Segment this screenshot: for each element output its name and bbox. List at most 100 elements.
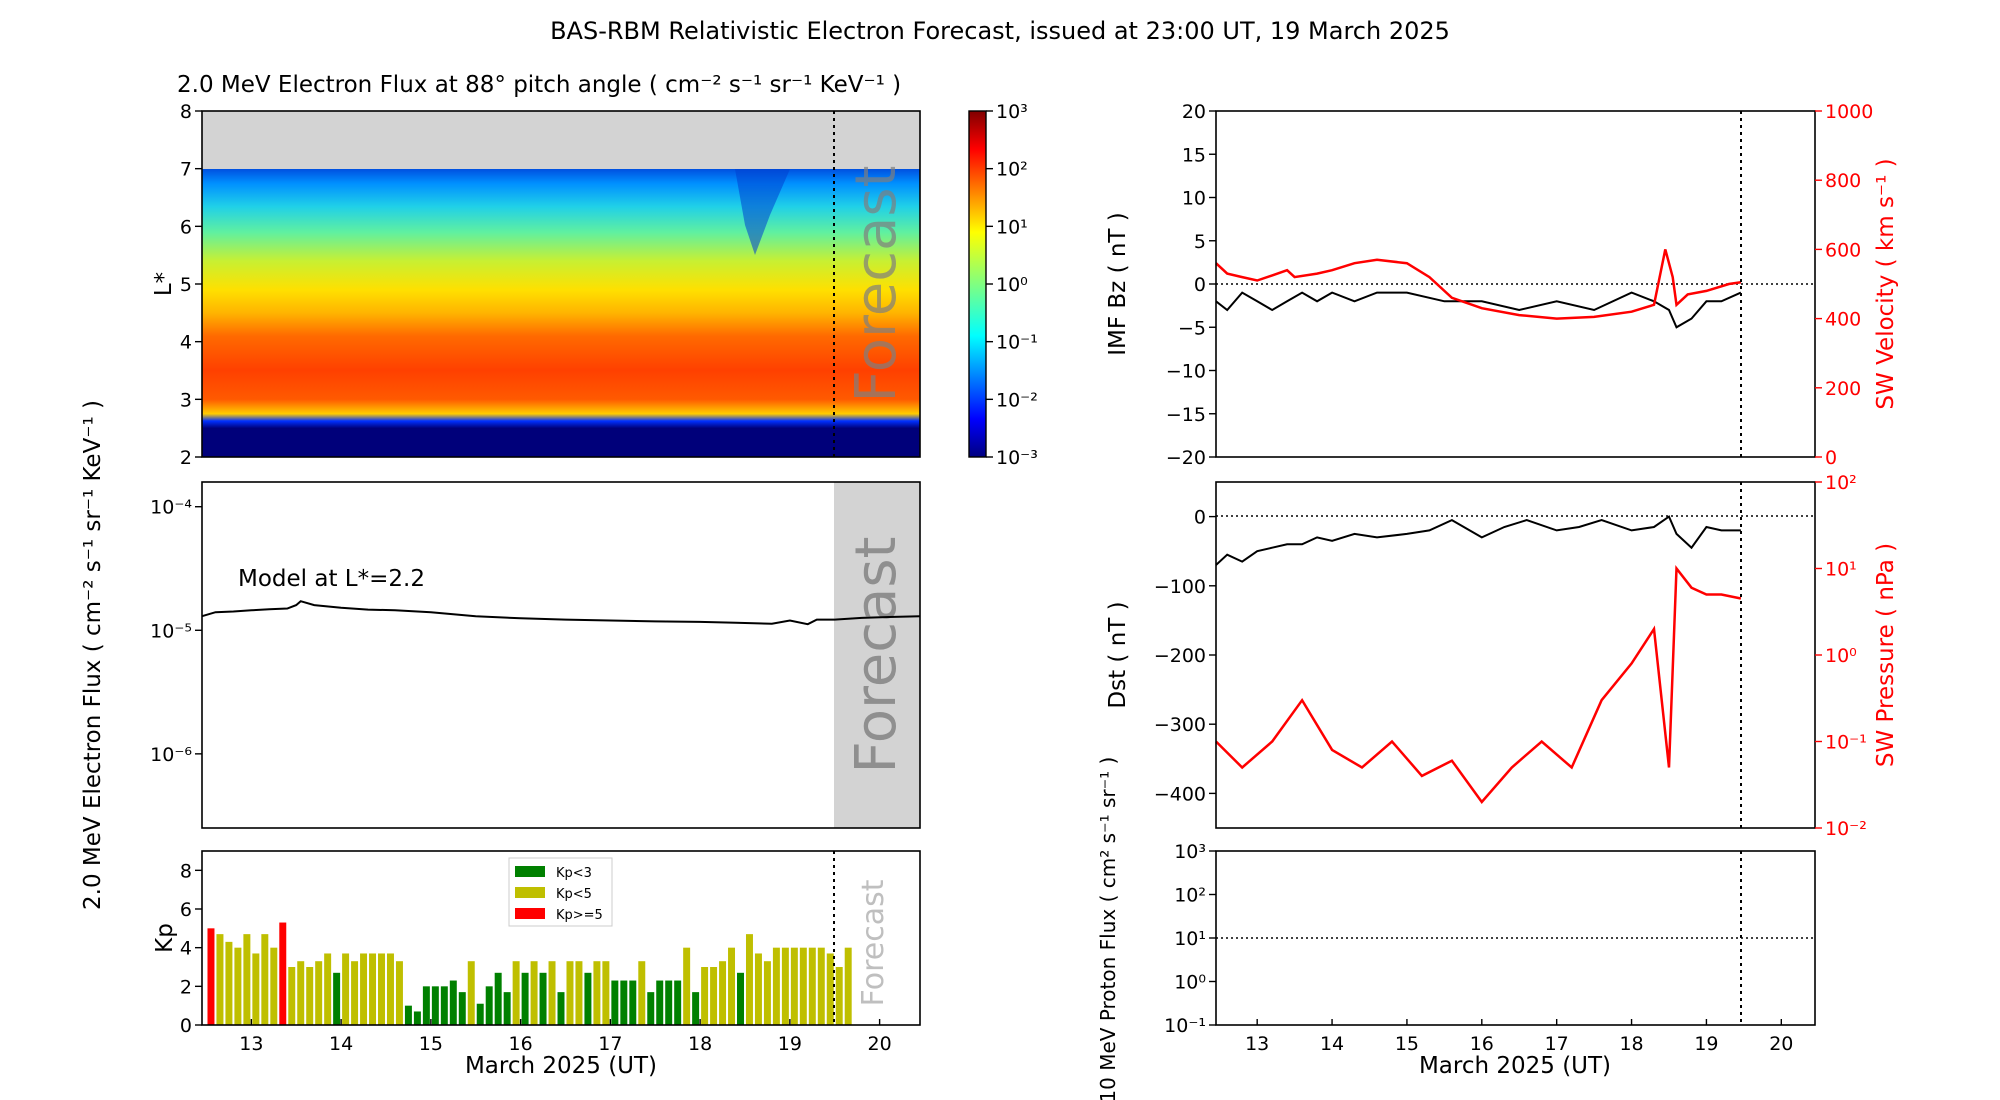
- colorbar-tick-label: 10³: [996, 101, 1028, 123]
- legend-label-mid: Kp<5: [556, 887, 592, 902]
- colorbar: [968, 110, 987, 458]
- no-data-region: [202, 111, 920, 169]
- sw-pressure-ylabel: SW Pressure ( nPa ): [1873, 543, 1899, 767]
- flux-map-y-tick-label: 3: [180, 389, 192, 411]
- kp-legend: Kp<3 Kp<5 Kp>=5: [508, 857, 613, 927]
- proton-x-tick-label: 16: [1470, 1033, 1494, 1055]
- flux-model-line: [201, 600, 921, 626]
- kp-bar: [790, 947, 798, 1025]
- kp-bar: [575, 961, 583, 1025]
- kp-x-tick-label: 18: [688, 1033, 712, 1055]
- sw-velocity-line: [1215, 249, 1742, 320]
- kp-bar: [288, 967, 296, 1025]
- proton-x-tick-label: 14: [1320, 1033, 1344, 1055]
- kp-bar: [530, 961, 538, 1025]
- kp-bar: [826, 953, 834, 1025]
- kp-bar: [710, 967, 718, 1025]
- velocity-y-tick-label: 0: [1825, 447, 1837, 469]
- flux-map-y-tick-label: 4: [180, 332, 192, 354]
- proton-xticks: 13 14 15 16 17 18 19 20: [1245, 1019, 1793, 1055]
- kp-bar: [252, 953, 260, 1025]
- kp-bar: [467, 961, 475, 1025]
- legend-swatch-mid: [515, 887, 545, 898]
- kp-bar: [422, 986, 430, 1025]
- kp-bar: [512, 961, 520, 1025]
- forecast-watermark-3: Forecast: [856, 879, 891, 1006]
- kp-bar: [270, 947, 278, 1025]
- kp-bar: [763, 961, 771, 1025]
- dst-y-tick-label: 0: [1194, 507, 1206, 529]
- kp-bar: [620, 980, 628, 1025]
- imf-bz-line: [1215, 291, 1742, 329]
- kp-bar: [440, 986, 448, 1025]
- kp-bar: [539, 972, 547, 1025]
- proton-x-tick-label: 18: [1619, 1033, 1643, 1055]
- kp-bar: [243, 934, 251, 1025]
- kp-bar: [342, 953, 350, 1025]
- velocity-y-tick-label: 400: [1825, 309, 1861, 331]
- imf-ylabel: IMF Bz ( nT ): [1105, 212, 1131, 356]
- panel-flux-map: 2.0 MeV Electron Flux at 88° pitch angle…: [151, 72, 1038, 469]
- kp-bar: [306, 967, 314, 1025]
- kp-bar: [395, 961, 403, 1025]
- flux-line-y-tick-label: 10⁻⁵: [150, 620, 192, 642]
- kp-bar: [701, 967, 709, 1025]
- legend-label-high: Kp>=5: [556, 908, 603, 923]
- xlabel-left: March 2025 (UT): [465, 1053, 657, 1079]
- kp-bar: [216, 934, 224, 1025]
- kp-bar: [745, 934, 753, 1025]
- flux-line-ylabel-text: 2.0 MeV Electron Flux ( cm⁻² s⁻¹ sr⁻¹ Ke…: [80, 400, 106, 910]
- kp-x-tick-label: 14: [329, 1033, 353, 1055]
- kp-bar: [494, 972, 502, 1025]
- legend-swatch-low: [515, 866, 545, 877]
- flux-line-ylabel: 2.0 MeV Electron Flux ( cm⁻² s⁻¹ sr⁻¹ Ke…: [80, 400, 106, 910]
- kp-bar: [521, 972, 529, 1025]
- kp-bar: [844, 947, 852, 1025]
- proton-x-tick-label: 20: [1769, 1033, 1793, 1055]
- kp-bar: [449, 980, 457, 1025]
- kp-x-tick-label: 15: [419, 1033, 443, 1055]
- forecast-watermark-2: Forecast: [844, 537, 909, 774]
- colorbar-tick-label: 10⁰: [996, 274, 1028, 296]
- proton-y-tick-label: 10²: [1174, 885, 1206, 907]
- panel-imf: −20 −15 −10 −5 0 5 10 15 20 0 200 400 600 800 1000 IM…: [1105, 101, 1899, 469]
- kp-x-tick-label: 16: [509, 1033, 533, 1055]
- proton-ylabel: >10 MeV Proton Flux ( cm² s⁻¹ sr⁻¹ ): [1096, 757, 1120, 1100]
- proton-x-tick-label: 19: [1694, 1033, 1718, 1055]
- kp-bar: [683, 947, 691, 1025]
- kp-bar: [584, 972, 592, 1025]
- proton-x-tick-label: 15: [1395, 1033, 1419, 1055]
- kp-bar: [458, 992, 466, 1025]
- kp-bar: [297, 961, 305, 1025]
- pressure-y-tick-label: 10⁰: [1825, 645, 1857, 667]
- kp-bar: [557, 992, 565, 1025]
- colorbar-ticks: 10⁻³ 10⁻² 10⁻¹ 10⁰ 10¹ 10² 10³: [986, 101, 1038, 469]
- kp-bars: [207, 922, 852, 1025]
- flux-map-yticks: 2 3 4 5 6 7 8: [180, 101, 202, 469]
- dst-frame: [1215, 481, 1816, 829]
- forecast-watermark-1: Forecast: [844, 166, 909, 403]
- panel-proton: 10⁻¹ 10⁰ 10¹ 10² 10³ 13 14 15 16 17 18 19 20 >10 Me…: [1096, 757, 1816, 1100]
- kp-x-tick-label: 17: [598, 1033, 622, 1055]
- pressure-y-tick-label: 10⁻²: [1825, 818, 1867, 840]
- kp-bar: [476, 1003, 484, 1025]
- panel-flux-line: Forecast Model at L*=2.2 10⁻⁶ 10⁻⁵ 10⁻⁴ 2.…: [80, 400, 921, 910]
- kp-bar: [413, 1011, 421, 1025]
- kp-bar: [225, 941, 233, 1025]
- flux-map-y-tick-label: 2: [180, 447, 192, 469]
- kp-bar: [503, 992, 511, 1025]
- kp-yticks: 0 2 4 6 8: [180, 860, 202, 1037]
- dst-y-tick-label: −400: [1154, 783, 1206, 805]
- kp-bar: [431, 986, 439, 1025]
- sw-pressure-yticks: 10⁻² 10⁻¹ 10⁰ 10¹ 10²: [1815, 472, 1867, 840]
- colorbar-tick-label: 10⁻³: [996, 447, 1038, 469]
- colorbar-tick-label: 10²: [996, 159, 1028, 181]
- pressure-y-tick-label: 10⁻¹: [1825, 732, 1867, 754]
- kp-y-tick-label: 0: [180, 1015, 192, 1037]
- kp-ylabel: Kp: [152, 923, 178, 953]
- legend-swatch-high: [515, 908, 545, 919]
- kp-bar: [324, 953, 332, 1025]
- flux-map-title: 2.0 MeV Electron Flux at 88° pitch angle…: [177, 72, 901, 98]
- forecast-shade-2: [834, 482, 920, 828]
